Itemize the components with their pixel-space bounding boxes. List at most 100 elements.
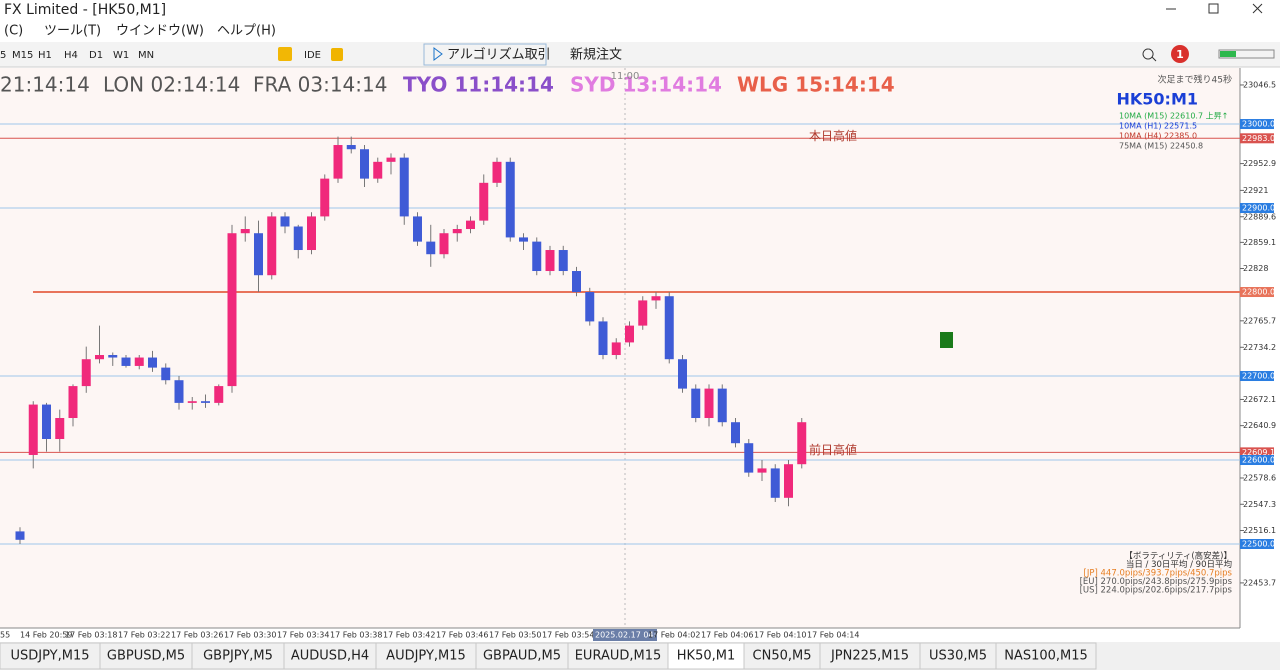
ma-legend-entry: 10MA (H4) 22385.0 [1119, 132, 1197, 141]
symbol-tab[interactable] [919, 642, 997, 670]
x-tick-label: 2025.02.17 04:00 [595, 631, 666, 640]
notification-badge-bg[interactable] [1171, 45, 1189, 63]
candle-body [691, 388, 701, 419]
symbol-tab[interactable] [667, 642, 745, 670]
session-clock: SYD 13:14:14 [570, 73, 722, 97]
x-tick-label: 17 Feb 03:42 [383, 631, 435, 640]
symbol-tab-label[interactable]: NAS100,M15 [1004, 649, 1088, 664]
icon-play[interactable] [433, 47, 443, 61]
symbol-tab-label[interactable]: USDJPY,M15 [11, 649, 90, 664]
symbol-tab-label[interactable]: GBPJPY,M5 [203, 649, 273, 664]
menu-item[interactable]: (C) [4, 24, 23, 39]
y-tick-label: 22859.1 [1243, 238, 1276, 247]
maximize-button[interactable] [1208, 3, 1219, 14]
volatility-line: [JP] 447.0pips/393.7pips/450.7pips [1084, 569, 1233, 579]
toolbar-order[interactable]: 新規注文 [570, 48, 622, 63]
countdown: 次足まで残り45秒 [1158, 74, 1232, 86]
close-button[interactable] [1252, 3, 1263, 14]
candle-body [55, 418, 65, 440]
x-tick-label: 17 Feb 03:50 [489, 631, 541, 640]
y-tick-label: 22578.6 [1243, 473, 1276, 482]
candle-body [611, 342, 621, 356]
menu-bar [0, 20, 1280, 42]
candle-body [28, 404, 38, 455]
candle-body [386, 157, 396, 162]
candle-body [187, 401, 197, 403]
timeframe-button[interactable]: H1 [38, 50, 52, 61]
candle-body [201, 401, 210, 403]
ma-legend-entry: 75MA (M15) 22450.8 [1119, 142, 1203, 151]
x-tick-label: 17 Feb 03:26 [171, 631, 223, 640]
symbol-tab[interactable] [475, 642, 569, 670]
x-tick-label: 17 Feb 03:38 [330, 631, 382, 640]
symbol-tab-label[interactable]: HK50,M1 [677, 649, 735, 664]
timeframe-button[interactable]: D1 [89, 50, 103, 61]
candle-body [148, 357, 157, 368]
symbol-tab-label[interactable]: AUDUSD,H4 [291, 649, 369, 664]
timeframe-button[interactable]: MN [138, 50, 154, 61]
symbol-tab[interactable] [283, 642, 377, 670]
candle-body [399, 157, 409, 217]
symbol-tab[interactable] [0, 642, 101, 670]
session-clock: TYO 11:14:14 [403, 73, 554, 97]
candle-body [532, 241, 542, 272]
symbol-tab-label[interactable]: GBPUSD,M5 [107, 649, 185, 664]
symbol-tab-label[interactable]: GBPAUD,M5 [483, 649, 561, 664]
candle-body [413, 216, 422, 242]
x-tick-label: 17 Feb 03:18 [65, 631, 117, 640]
symbol-tab[interactable] [99, 642, 193, 670]
menu-item[interactable]: ヘルプ(H) [217, 24, 276, 39]
y-tick-label: 23046.5 [1243, 80, 1276, 89]
candle-body [797, 422, 807, 465]
y-tick-label: 22734.2 [1243, 343, 1276, 352]
price-level-label: 23000.0 [1242, 120, 1275, 129]
symbol-tab-label[interactable]: CN50,M5 [753, 649, 812, 664]
candle-body [784, 464, 793, 498]
candle-body [346, 145, 356, 150]
candle-body [598, 321, 608, 356]
x-tick-label: 17 Feb 04:14 [807, 631, 859, 640]
price-level-label: 22983.0 [1242, 134, 1275, 143]
candle-body [717, 388, 727, 423]
timeframe-button[interactable]: W1 [113, 50, 129, 61]
icon-dollar[interactable] [278, 47, 292, 61]
signal-bar-frame [1218, 49, 1275, 59]
price-level-label: 22500.0 [1242, 540, 1275, 549]
candle-body [479, 182, 489, 221]
candle-body [293, 226, 303, 251]
timeframe-button[interactable]: M15 [12, 50, 33, 61]
symbol-tab[interactable] [567, 642, 669, 670]
icon-lock[interactable] [331, 48, 343, 61]
candle-body [174, 380, 184, 403]
y-tick-label: 22765.7 [1243, 316, 1276, 325]
symbol-tab-label[interactable]: AUDJPY,M15 [386, 649, 466, 664]
x-tick-label: 17 Feb 03:34 [277, 631, 329, 640]
candle-body [704, 388, 714, 419]
symbol-tab-label[interactable]: JPN225,M15 [830, 649, 909, 664]
ma-legend-entry: 10MA (H1) 22571.5 [1119, 122, 1197, 131]
menu-item[interactable]: ウインドウ(W) [116, 24, 204, 39]
symbol-tab-label[interactable]: US30,M5 [929, 649, 987, 664]
toolbar-ide[interactable]: IDE [304, 50, 321, 61]
x-tick-label: 17 Feb 03:46 [436, 631, 488, 640]
symbol-tab[interactable] [995, 642, 1097, 670]
candle-body [426, 241, 436, 255]
notification-badge[interactable]: 1 [1176, 48, 1184, 61]
candle-body [360, 149, 369, 179]
y-tick-label: 22828 [1243, 264, 1268, 273]
price-axis [1240, 68, 1280, 628]
price-level-tag [1240, 447, 1274, 458]
symbol-tab-label[interactable]: EURAUD,M15 [575, 649, 662, 664]
toolbar-algo[interactable]: アルゴリズム取引 [447, 47, 551, 63]
icon-search[interactable] [1142, 48, 1157, 62]
menu-item[interactable]: ツール(T) [44, 24, 101, 39]
level-annotation: 本日高値 [809, 128, 857, 143]
timeframe-button[interactable]: 5 [0, 50, 6, 61]
price-level-tag [1240, 287, 1274, 298]
candle-body [558, 250, 568, 272]
algo-button-frame[interactable] [423, 43, 547, 66]
timeframe-button[interactable]: H4 [64, 50, 78, 61]
